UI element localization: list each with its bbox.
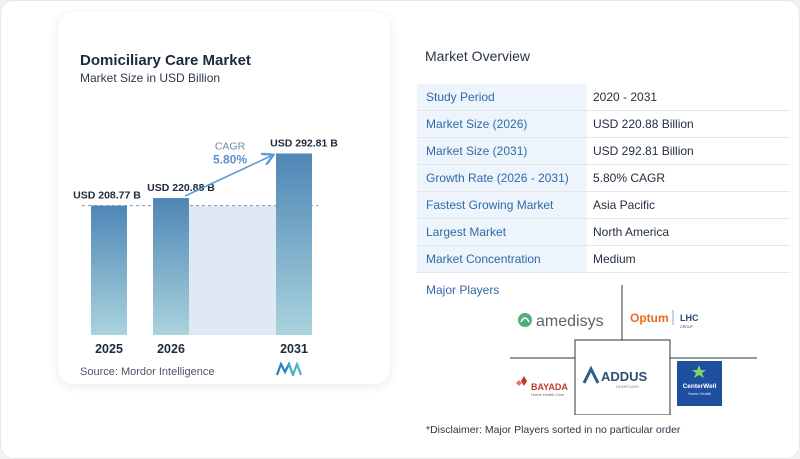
overview-value: North America bbox=[593, 225, 670, 239]
x-tick-label: 2026 bbox=[157, 342, 185, 356]
bar-2031 bbox=[276, 153, 312, 335]
amedisys-name: amedisys bbox=[536, 313, 604, 330]
cagr-value: 5.80% bbox=[213, 152, 247, 166]
chart-subtitle: Market Size in USD Billion bbox=[80, 71, 221, 85]
disclaimer: *Disclaimer: Major Players sorted in no … bbox=[426, 424, 681, 436]
x-tick-label: 2025 bbox=[95, 342, 123, 356]
mordor-logo-icon bbox=[276, 362, 302, 376]
bayada-name: BAYADA bbox=[531, 382, 568, 392]
players-logos: amedisys Optum LHC GROUP BAYADA Home Hea… bbox=[510, 285, 757, 415]
overview-row: Fastest Growing Market Asia Pacific bbox=[417, 192, 790, 219]
overview-row: Market Size (2031) USD 292.81 Billion bbox=[417, 138, 790, 165]
bar-2025 bbox=[91, 205, 127, 335]
overview-key: Fastest Growing Market bbox=[417, 192, 587, 218]
addus-logo-icon: ADDUS HOMECARE bbox=[582, 365, 648, 389]
chart-card: Domiciliary Care Market Market Size in U… bbox=[58, 12, 390, 384]
data-label: USD 292.81 B bbox=[270, 137, 338, 149]
overview-key: Market Size (2026) bbox=[417, 111, 587, 137]
overview-key: Market Concentration bbox=[417, 246, 587, 272]
overview-row: Market Concentration Medium bbox=[417, 246, 790, 273]
source-text: Source: Mordor Intelligence bbox=[80, 366, 215, 378]
amedisys-logo-icon: amedisys bbox=[518, 313, 604, 330]
overview-value: USD 220.88 Billion bbox=[593, 117, 694, 131]
overview-key: Growth Rate (2026 - 2031) bbox=[417, 165, 587, 191]
bayada-logo-icon: BAYADA Home Health Care bbox=[516, 376, 568, 397]
overview-table: Study Period 2020 - 2031 Market Size (20… bbox=[417, 84, 790, 273]
overview-row: Largest Market North America bbox=[417, 219, 790, 246]
overview-key: Largest Market bbox=[417, 219, 587, 245]
bar-chart: USD 208.77 B 2025 USD 220.88 B 2026 USD 292.… bbox=[73, 137, 338, 356]
cagr-label: CAGR bbox=[215, 140, 246, 152]
data-label: USD 220.88 B bbox=[147, 182, 215, 194]
optum-logo-icon: Optum LHC GROUP bbox=[630, 310, 699, 329]
overview-value: 5.80% CAGR bbox=[593, 171, 666, 185]
centerwell-logo-icon: CenterWell Home Health bbox=[677, 361, 722, 406]
centerwell-name: CenterWell bbox=[683, 383, 717, 390]
cagr-arrow bbox=[184, 155, 272, 197]
growth-shade bbox=[189, 205, 276, 335]
overview-value: 2020 - 2031 bbox=[593, 90, 658, 104]
addus-name: ADDUS bbox=[601, 369, 648, 384]
x-tick-label: 2031 bbox=[280, 342, 308, 356]
bayada-sub: Home Health Care bbox=[531, 392, 565, 397]
overview-value: Medium bbox=[593, 252, 636, 266]
addus-sub: HOMECARE bbox=[616, 384, 639, 389]
overview-value: USD 292.81 Billion bbox=[593, 144, 694, 158]
bar-2026 bbox=[153, 198, 189, 335]
lhc-name: LHC bbox=[680, 313, 699, 323]
lhc-sub: GROUP bbox=[680, 325, 694, 329]
overview-title: Market Overview bbox=[425, 48, 531, 64]
data-label: USD 208.77 B bbox=[73, 190, 141, 202]
overview-row: Growth Rate (2026 - 2031) 5.80% CAGR bbox=[417, 165, 790, 192]
overview-value: Asia Pacific bbox=[593, 198, 656, 212]
overview-key: Study Period bbox=[417, 84, 587, 110]
overview-key: Market Size (2031) bbox=[417, 138, 587, 164]
overview-row: Market Size (2026) USD 220.88 Billion bbox=[417, 111, 790, 138]
players-title: Major Players bbox=[426, 283, 500, 297]
divider-box bbox=[574, 339, 671, 415]
centerwell-sub: Home Health bbox=[688, 391, 711, 396]
overview-row: Study Period 2020 - 2031 bbox=[417, 84, 790, 111]
optum-name: Optum bbox=[630, 311, 669, 325]
chart-title: Domiciliary Care Market bbox=[80, 52, 251, 69]
